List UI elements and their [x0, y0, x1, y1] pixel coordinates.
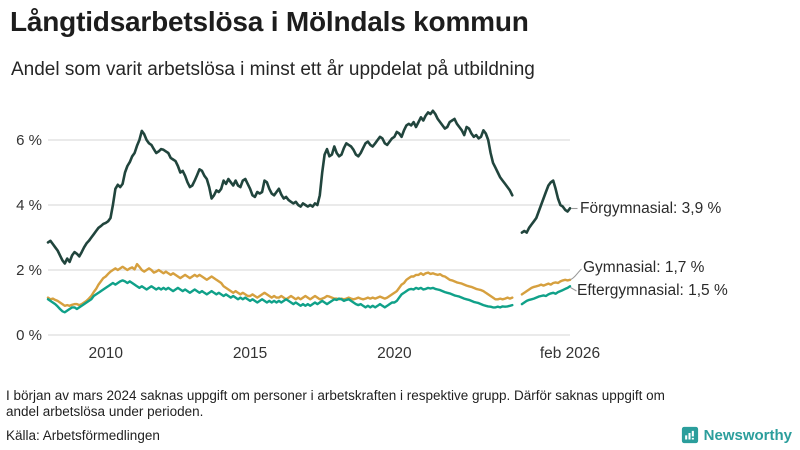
series-end-label-eftergymnasial: Eftergymnasial: 1,5 % — [577, 282, 728, 299]
brand-name: Newsworthy — [703, 426, 792, 444]
newsworthy-logo: Newsworthy — [681, 426, 792, 444]
series-end-label-gymnasial: Gymnasial: 1,7 % — [583, 259, 705, 276]
bar-chart-bubble-icon — [681, 426, 698, 444]
chart-canvas: 0 % 2 % 4 % 6 % 2010 2015 2020 feb 2026 Förgymna… — [16, 109, 728, 362]
chart-subtitle: Andel som varit arbetslösa i minst ett å… — [11, 59, 535, 80]
series-end-label-forgymnasial: Förgymnasial: 3,9 % — [580, 200, 721, 217]
x-axis-label: feb 2026 — [540, 345, 600, 362]
source-attribution: Källa: Arbetsförmedlingen — [6, 428, 160, 443]
y-axis-label: 4 % — [16, 197, 42, 214]
y-axis-label: 0 % — [16, 327, 42, 344]
footnote-line: andel arbetslösa under perioden. — [6, 403, 204, 419]
series-line-forgymnasial — [46, 109, 572, 265]
series-line-gymnasial — [46, 262, 572, 307]
footnote: I början av mars 2024 saknas uppgift om … — [6, 388, 665, 419]
page-title: Långtidsarbetslösa i Mölndals kommun — [10, 6, 529, 37]
y-axis-label: 6 % — [16, 132, 42, 149]
x-axis-label: 2020 — [377, 345, 412, 362]
y-axis-label: 2 % — [16, 262, 42, 279]
label-connector-gymnasial — [570, 268, 582, 281]
series-line-eftergymnasial — [46, 279, 572, 314]
x-axis-label: 2010 — [88, 345, 123, 362]
x-axis-label: 2015 — [233, 345, 267, 362]
label-connector-eftergymnasial — [570, 287, 577, 292]
footnote-line: I början av mars 2024 saknas uppgift om … — [6, 388, 665, 403]
